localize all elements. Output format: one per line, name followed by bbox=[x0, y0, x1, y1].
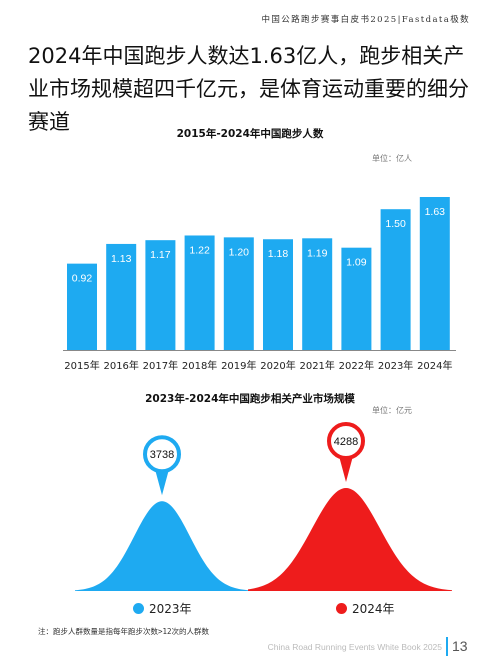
legend-label-2024: 2024年 bbox=[352, 602, 395, 616]
x-tick-label: 2015年 bbox=[64, 359, 99, 372]
bar-value-label: 1.20 bbox=[229, 246, 250, 258]
x-tick-label: 2018年 bbox=[182, 359, 217, 372]
bar-chart-unit: 单位：亿人 bbox=[372, 154, 412, 163]
legend-dot-2023 bbox=[133, 603, 144, 614]
bar-2022年 bbox=[341, 247, 372, 350]
bar-2020年 bbox=[263, 239, 293, 350]
bar-2019年 bbox=[223, 237, 254, 350]
footer-divider bbox=[446, 637, 448, 656]
header-source: 中国公路跑步赛事白皮书2025|Fastdata极数 bbox=[261, 15, 470, 25]
footnote: 注：跑步人群数量是指每年跑步次数>12次的人群数 bbox=[38, 627, 210, 636]
area-value-label: 4288 bbox=[334, 436, 358, 448]
x-tick-label: 2019年 bbox=[221, 359, 256, 372]
x-tick-label: 2017年 bbox=[143, 359, 178, 372]
x-tick-label: 2016年 bbox=[103, 359, 138, 372]
page-number: 13 bbox=[452, 638, 468, 654]
bar-value-label: 1.18 bbox=[268, 248, 289, 260]
x-tick-label: 2024年 bbox=[417, 359, 452, 372]
bar-2018年 bbox=[184, 235, 215, 350]
legend-2023: 2023年 bbox=[133, 600, 192, 617]
page-headline: 2024年中国跑步人数达1.63亿人，跑步相关产业市场规模超四千亿元，是体育运动… bbox=[28, 44, 469, 134]
bar-2021年 bbox=[302, 238, 333, 350]
area-chart-unit: 单位：亿元 bbox=[372, 406, 412, 415]
bar-value-label: 1.50 bbox=[385, 218, 406, 230]
marker-circle bbox=[327, 422, 365, 460]
bar-2017年 bbox=[145, 240, 176, 350]
bar-value-label: 1.09 bbox=[346, 257, 367, 269]
bar-2015年 bbox=[67, 263, 97, 350]
bar-value-label: 0.92 bbox=[72, 273, 93, 285]
area-2024年 bbox=[248, 488, 452, 591]
bar-2023年 bbox=[380, 209, 411, 350]
x-tick-label: 2023年 bbox=[378, 359, 413, 372]
marker-circle bbox=[143, 435, 181, 474]
bar-chart: 0.92 2015年 1.13 2016年 1.17 2017年 1.22 2018年 1.20… bbox=[63, 197, 456, 372]
bar-2016年 bbox=[106, 243, 137, 350]
legend-2024: 2024年 bbox=[336, 600, 395, 617]
footer-book-title: China Road Running Events White Book 202… bbox=[267, 642, 442, 652]
legend-dot-2024 bbox=[336, 603, 347, 614]
bar-chart-title: 2015年-2024年中国跑步人数 bbox=[176, 128, 324, 140]
area-2023年 bbox=[75, 501, 250, 591]
bar-value-label: 1.19 bbox=[307, 247, 328, 259]
bar-2024年 bbox=[419, 197, 450, 350]
x-tick-label: 2022年 bbox=[339, 359, 374, 372]
marker-pointer bbox=[155, 469, 169, 496]
legend-label-2023: 2023年 bbox=[149, 602, 192, 616]
area-chart: 3738 4288 bbox=[75, 422, 452, 591]
x-tick-label: 2021年 bbox=[299, 359, 334, 372]
bar-value-label: 1.17 bbox=[150, 249, 171, 261]
area-chart-title: 2023年-2024年中国跑步相关产业市场规模 bbox=[145, 393, 355, 405]
bar-value-label: 1.13 bbox=[111, 253, 132, 265]
marker-pointer bbox=[339, 456, 353, 482]
bar-value-label: 1.63 bbox=[425, 206, 446, 218]
x-tick-label: 2020年 bbox=[260, 359, 295, 372]
area-value-label: 3738 bbox=[150, 449, 174, 461]
bar-value-label: 1.22 bbox=[189, 244, 210, 256]
